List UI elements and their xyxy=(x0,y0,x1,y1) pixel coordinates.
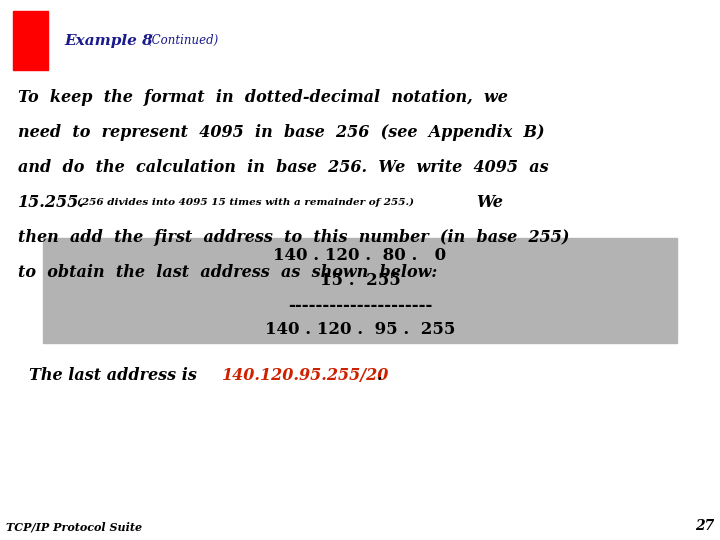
Text: TCP/IP Protocol Suite: TCP/IP Protocol Suite xyxy=(6,521,142,532)
Text: To  keep  the  format  in  dotted-decimal  notation,  we: To keep the format in dotted-decimal not… xyxy=(18,89,508,106)
Text: and  do  the  calculation  in  base  256.  We  write  4095  as: and do the calculation in base 256. We w… xyxy=(18,159,549,176)
Text: 140 . 120 .  80 .   0: 140 . 120 . 80 . 0 xyxy=(274,247,446,264)
Text: 15.255.: 15.255. xyxy=(18,194,85,211)
Text: The last address is: The last address is xyxy=(29,367,202,384)
Text: 27: 27 xyxy=(695,519,714,534)
Text: We: We xyxy=(477,194,503,211)
Text: .: . xyxy=(377,367,382,384)
Text: to  obtain  the  last  address  as  shown  below:: to obtain the last address as shown belo… xyxy=(18,264,437,281)
Text: 15 .  255: 15 . 255 xyxy=(320,272,400,289)
Text: 140.120.95.255/20: 140.120.95.255/20 xyxy=(222,367,389,384)
FancyBboxPatch shape xyxy=(43,238,677,343)
FancyBboxPatch shape xyxy=(13,11,48,70)
Text: 140 . 120 .  95 .  255: 140 . 120 . 95 . 255 xyxy=(265,321,455,338)
Text: ---------------------: --------------------- xyxy=(288,296,432,314)
Text: (Continued): (Continued) xyxy=(148,34,219,47)
Text: need  to  represent  4095  in  base  256  (see  Appendix  B): need to represent 4095 in base 256 (see … xyxy=(18,124,544,141)
Text: then  add  the  first  address  to  this  number  (in  base  255): then add the first address to this numbe… xyxy=(18,229,570,246)
Text: Example 8: Example 8 xyxy=(65,33,153,48)
Text: (256 divides into 4095 15 times with a remainder of 255.): (256 divides into 4095 15 times with a r… xyxy=(77,198,414,207)
